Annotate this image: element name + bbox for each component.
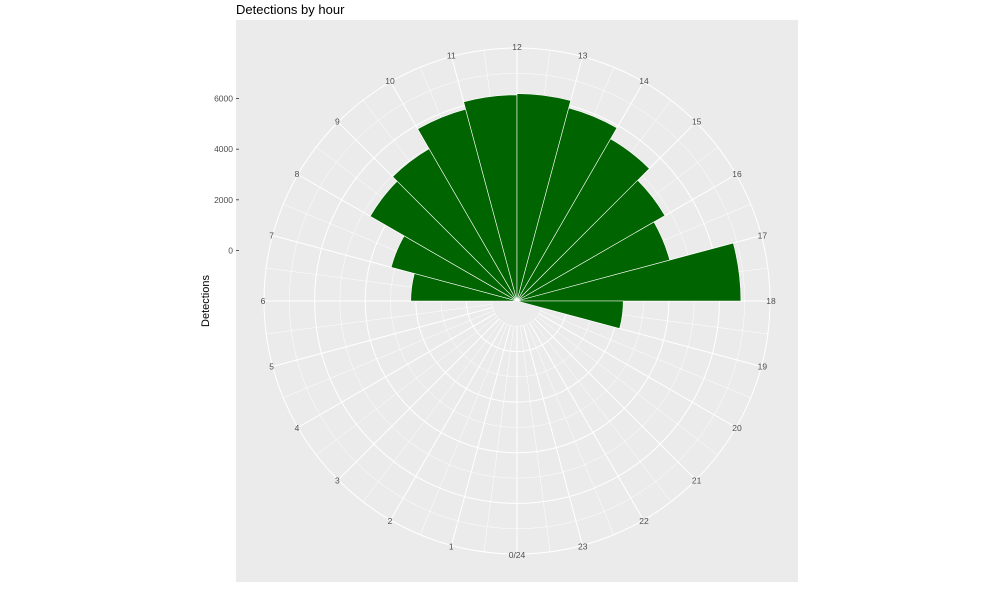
- hour-label: 22: [639, 516, 649, 526]
- hour-label: 6: [261, 296, 266, 306]
- hour-label: 8: [295, 169, 300, 179]
- hour-label: 10: [385, 76, 395, 86]
- hour-label: 11: [447, 51, 456, 61]
- hour-label: 12: [512, 42, 522, 52]
- grid-spoke: [297, 313, 496, 428]
- bars: [369, 93, 742, 329]
- hour-label: 7: [269, 230, 274, 240]
- hour-label: 17: [758, 230, 768, 240]
- hour-label: 13: [578, 51, 588, 61]
- grid-spoke: [362, 320, 502, 502]
- grid-spoke: [419, 324, 508, 535]
- grid-spoke: [337, 318, 500, 481]
- bar-hour-18: [516, 300, 624, 329]
- grid-spoke: [538, 313, 737, 428]
- y-tick-label: 2000: [214, 195, 233, 205]
- bar-hour-15: [516, 179, 666, 302]
- grid-spoke: [316, 316, 498, 456]
- grid-spoke: [526, 324, 615, 535]
- hour-label: 5: [269, 362, 274, 372]
- grid-spoke: [520, 326, 551, 552]
- hour-label: 9: [335, 116, 340, 126]
- hour-label: 16: [732, 169, 742, 179]
- y-axis-title: Detections: [200, 275, 212, 327]
- y-tick-label: 6000: [214, 94, 233, 104]
- y-axis: 0 2000 4000 6000: [214, 94, 239, 255]
- hour-label: 4: [295, 423, 300, 433]
- grid-spoke: [540, 310, 751, 399]
- grid-spoke: [283, 310, 494, 399]
- grid-spoke: [532, 320, 672, 502]
- grid-spoke: [266, 304, 492, 335]
- grid-spoke: [451, 325, 511, 546]
- grid-spoke: [523, 325, 583, 546]
- grid-spoke: [390, 322, 505, 521]
- hour-label: 2: [388, 516, 393, 526]
- hour-label: 23: [578, 541, 588, 551]
- hour-label: 14: [639, 76, 649, 86]
- hour-labels: 0/24123456789101112131415161718192021222…: [261, 42, 776, 560]
- grid-spoke: [272, 307, 493, 367]
- grid-spoke: [534, 318, 697, 481]
- hour-label: 20: [732, 423, 742, 433]
- hour-label: 19: [758, 362, 768, 372]
- y-tick-label: 0: [228, 245, 233, 255]
- hour-label: 1: [449, 541, 454, 551]
- hour-label: 15: [692, 116, 702, 126]
- chart-title: Detections by hour: [236, 2, 345, 17]
- hour-label: 3: [335, 476, 340, 486]
- bar-hour-12: [516, 93, 572, 302]
- bar-hour-14: [516, 138, 650, 302]
- grid-spoke: [483, 326, 514, 552]
- grid-spoke: [529, 322, 644, 521]
- y-tick-label: 4000: [214, 144, 233, 154]
- hour-label: 0/24: [509, 550, 526, 560]
- bar-hour-13: [516, 107, 618, 302]
- bar-hour-17: [516, 242, 742, 302]
- grid-spoke: [536, 316, 718, 456]
- hour-label: 21: [692, 476, 702, 486]
- hour-label: 18: [766, 296, 776, 306]
